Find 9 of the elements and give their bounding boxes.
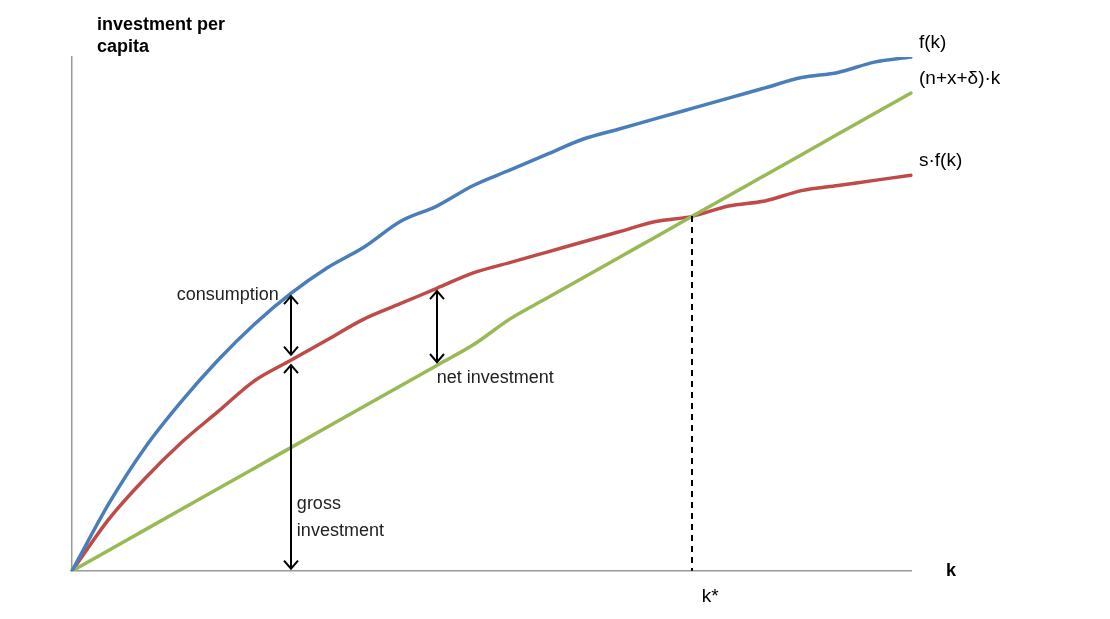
- series-label: (n+x+δ)·k: [919, 67, 1001, 89]
- annotation: gross investment: [296, 492, 384, 540]
- series-label: f(k): [919, 31, 947, 53]
- text: k*: [701, 584, 720, 606]
- y-axis-title: investment per capita: [97, 13, 226, 56]
- annotation: consumption: [176, 284, 279, 305]
- annotation: net investment: [436, 367, 554, 388]
- series-label: s·f(k): [919, 149, 963, 171]
- x-axis-title: k: [946, 559, 957, 580]
